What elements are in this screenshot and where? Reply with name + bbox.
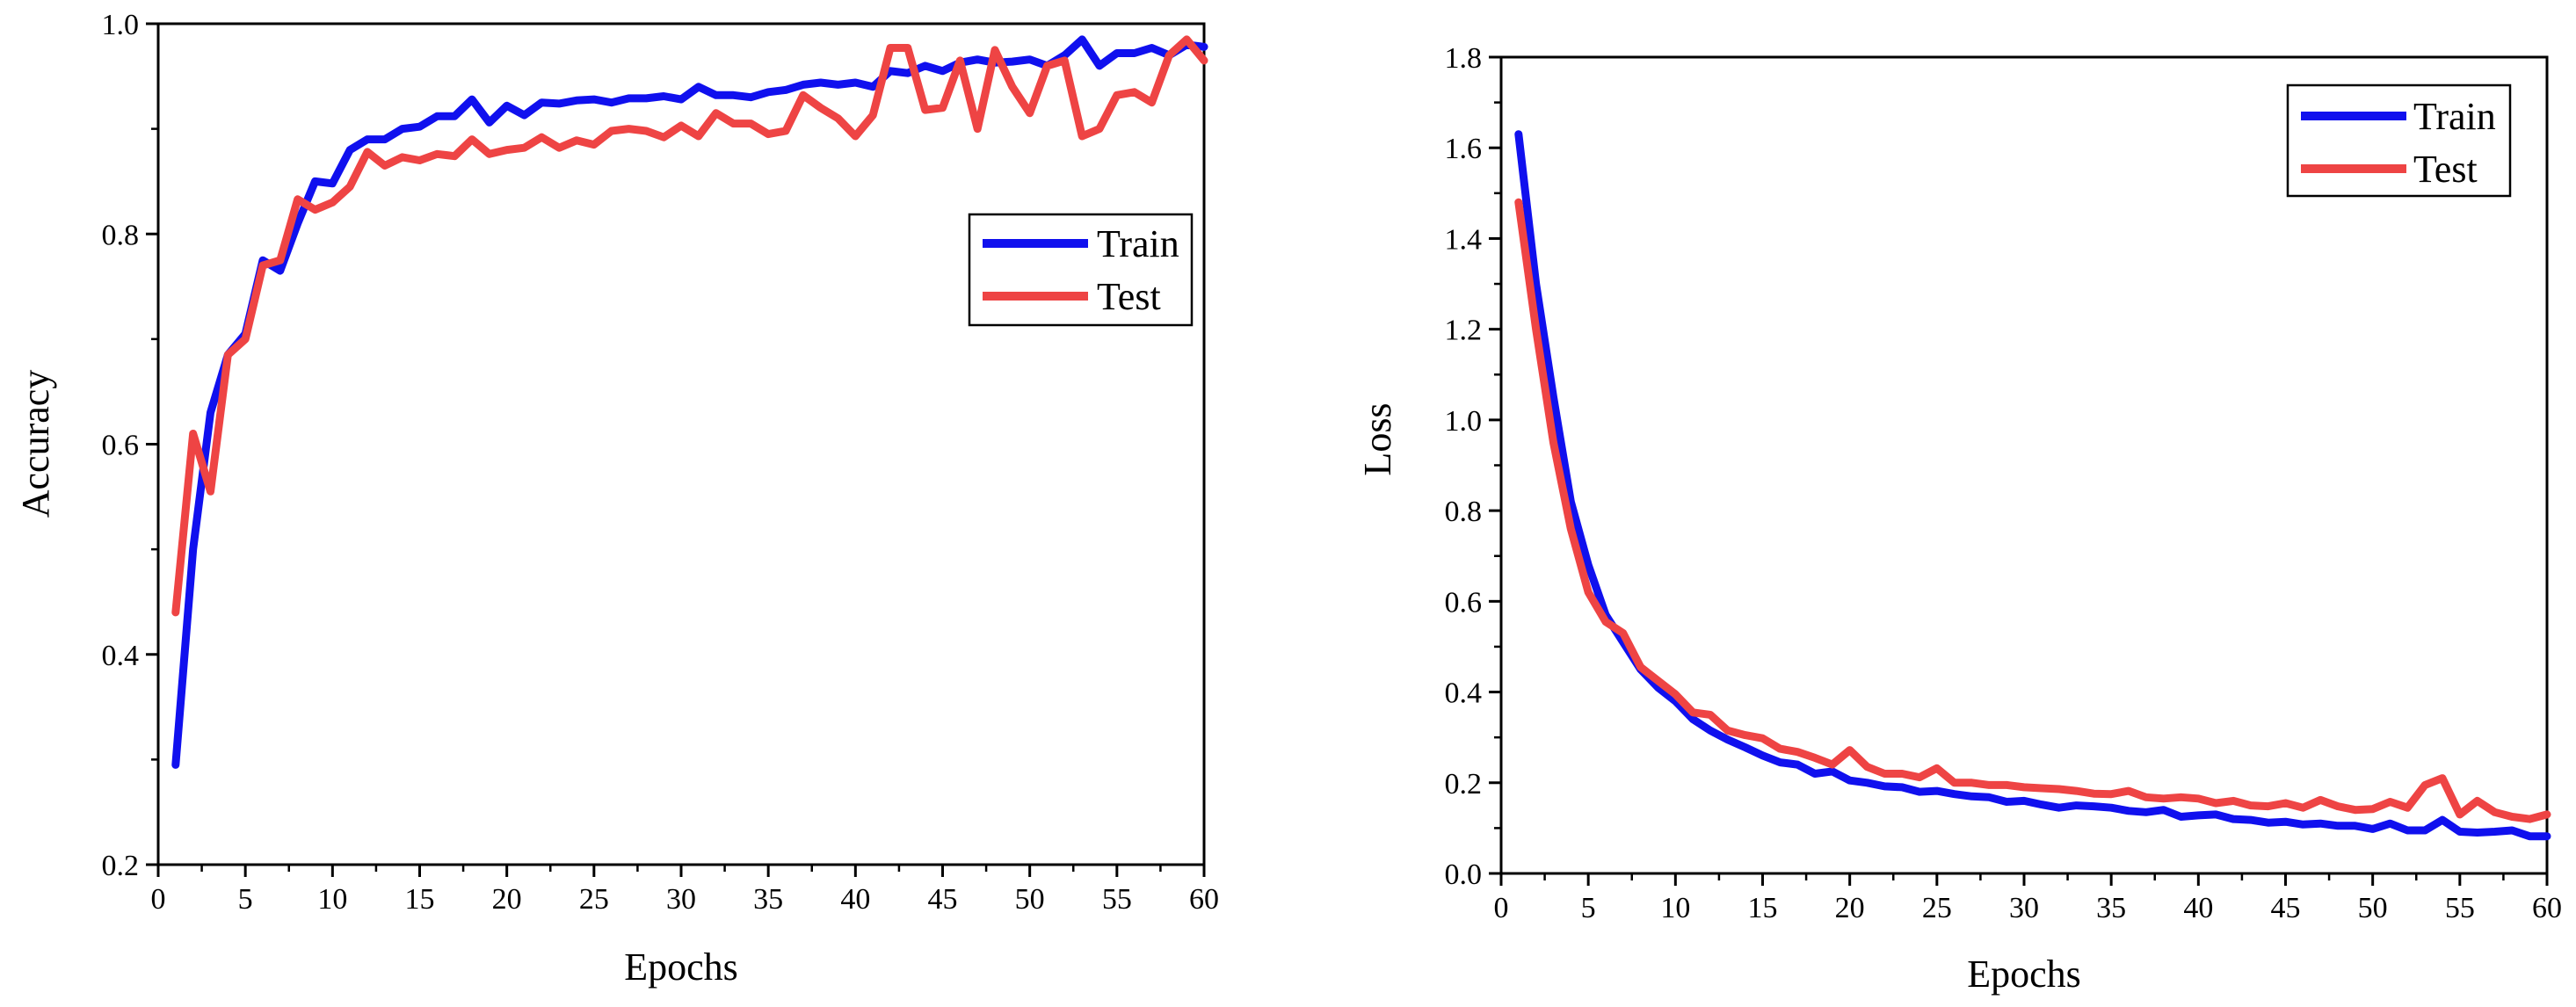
loss-x-tick-label: 25 [1922,892,1952,924]
loss-x-tick-label: 40 [2183,892,2213,924]
loss-y-tick-label: 1.0 [1445,405,1483,438]
loss-x-tick-label: 15 [1748,892,1778,924]
loss-chart: 0 5 10 15 20 25 30 35 40 45 50 55 60 0.0 0.2 0.4 0.6 0.8… [1356,42,2562,996]
loss-x-tick-label: 50 [2358,892,2388,924]
loss-x-axis-title: Epochs [1967,953,2081,996]
accuracy-legend-box [968,213,1194,327]
accuracy-x-tick-label: 30 [666,883,696,916]
loss-x-tick-label: 45 [2271,892,2301,924]
accuracy-y-axis: 0.2 0.4 0.6 0.8 1.0 [102,9,158,882]
loss-y-tick-label: 1.2 [1445,315,1483,347]
accuracy-plot-frame [156,22,1206,866]
accuracy-x-tick-label: 25 [579,883,609,916]
loss-y-axis-title: Loss [1356,402,1399,475]
loss-x-tick-label: 30 [2009,892,2039,924]
loss-x-tick-label: 5 [1581,892,1596,924]
accuracy-x-tick-label: 5 [238,883,253,916]
accuracy-x-tick-label: 55 [1102,883,1132,916]
loss-legend-box [2286,83,2512,198]
loss-series-layer [1514,130,2551,841]
loss-train-line [1514,130,2551,841]
accuracy-x-tick-label: 60 [1189,883,1219,916]
accuracy-x-tick-label: 50 [1015,883,1045,916]
loss-y-tick-label: 0.8 [1445,496,1483,528]
loss-x-axis: 0 5 10 15 20 25 30 35 40 45 50 55 60 [1494,873,2562,924]
accuracy-test-line [171,35,1208,617]
loss-y-tick-label: 0.4 [1445,677,1483,710]
loss-x-tick-label: 55 [2445,892,2475,924]
accuracy-x-tick-label: 40 [840,883,870,916]
loss-x-tick-label: 35 [2096,892,2126,924]
accuracy-y-tick-label: 0.4 [102,640,140,672]
loss-y-tick-label: 1.6 [1445,133,1483,165]
loss-y-tick-label: 0.0 [1445,858,1483,891]
accuracy-y-tick-label: 1.0 [102,9,140,41]
accuracy-y-tick-label: 0.8 [102,219,140,251]
accuracy-y-tick-label: 0.2 [102,850,140,882]
loss-x-tick-label: 10 [1660,892,1690,924]
accuracy-y-tick-label: 0.6 [102,430,140,462]
loss-y-tick-label: 0.6 [1445,586,1483,619]
loss-legend-test-label: Test [2413,148,2478,191]
accuracy-legend-test-label: Test [1097,275,1161,318]
loss-x-tick-label: 20 [1835,892,1865,924]
accuracy-chart: 0 5 10 15 20 25 30 35 40 45 50 55 60 0.2 0.4 0.6 0.8 1.0… [14,9,1219,989]
accuracy-legend: Train Test [968,213,1194,327]
loss-x-tick-label: 0 [1494,892,1509,924]
loss-legend-train-label: Train [2413,95,2496,138]
accuracy-x-tick-label: 10 [317,883,347,916]
loss-y-axis: 0.0 0.2 0.4 0.6 0.8 1.0 1.2 1.4 1.6 1.8 [1445,42,1501,891]
accuracy-x-axis: 0 5 10 15 20 25 30 35 40 45 50 55 60 [151,865,1219,916]
accuracy-x-axis-title: Epochs [624,945,738,989]
accuracy-x-tick-label: 35 [753,883,783,916]
accuracy-legend-train-label: Train [1097,222,1179,265]
accuracy-x-tick-label: 45 [928,883,958,916]
loss-legend: Train Test [2286,83,2512,198]
accuracy-train-line [171,35,1208,769]
accuracy-x-tick-label: 20 [492,883,522,916]
accuracy-series-layer [171,35,1208,769]
loss-y-tick-label: 1.4 [1445,223,1483,256]
accuracy-x-tick-label: 0 [151,883,166,916]
loss-y-tick-label: 0.2 [1445,768,1483,801]
accuracy-x-tick-label: 15 [405,883,435,916]
loss-y-tick-label: 1.8 [1445,42,1483,75]
accuracy-y-axis-title: Accuracy [14,370,57,518]
loss-test-line [1514,198,2551,823]
loss-x-tick-label: 60 [2532,892,2562,924]
